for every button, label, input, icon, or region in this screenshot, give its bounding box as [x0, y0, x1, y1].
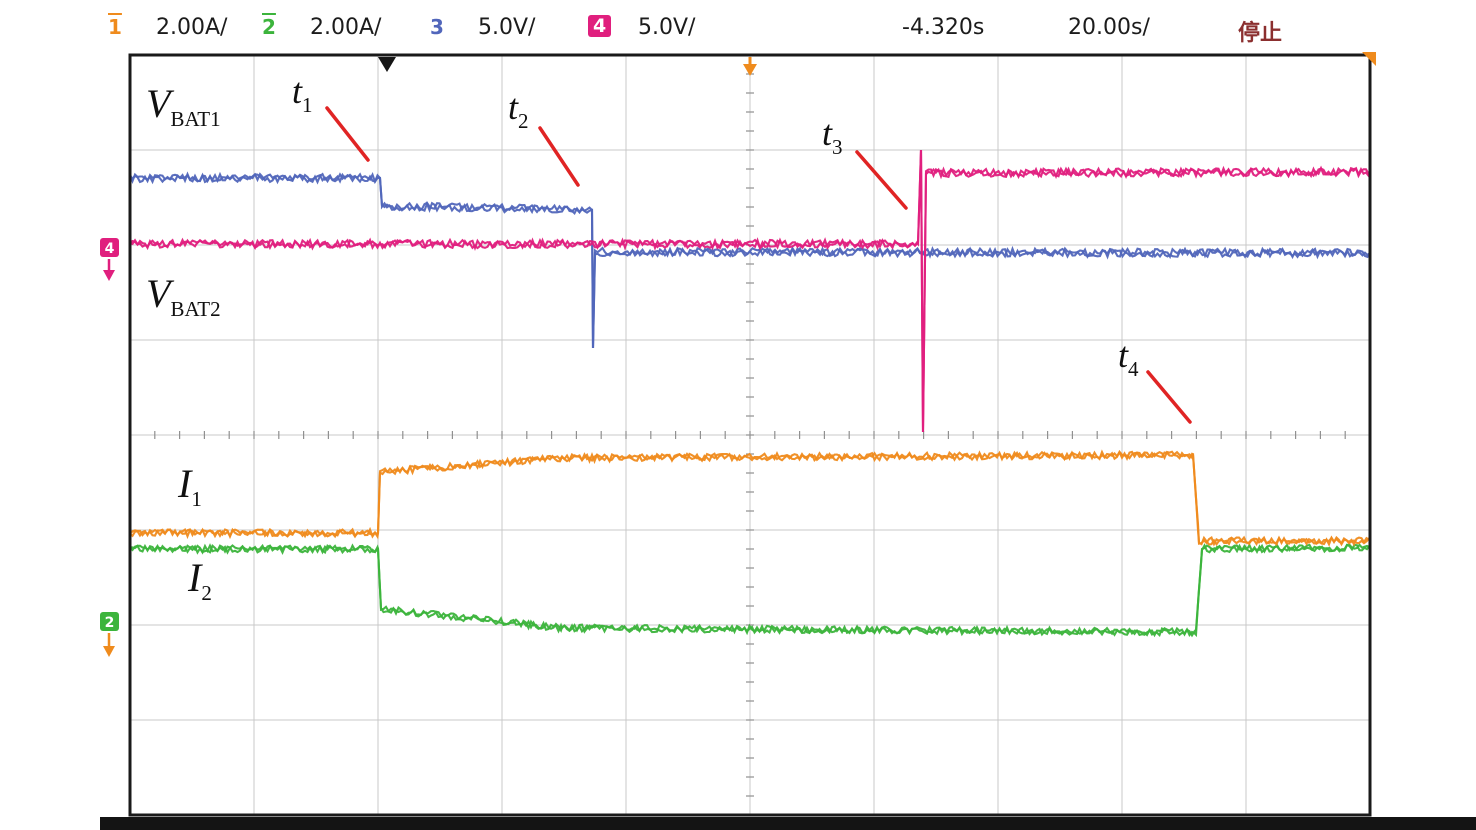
- label-vbat1-main: V: [146, 81, 171, 126]
- label-t1-main: t: [292, 71, 303, 111]
- t3-pointer-line: [855, 150, 908, 210]
- label-i1-sub: 1: [191, 487, 202, 511]
- label-i1-main: I: [178, 461, 192, 506]
- trigger-position-marker: [743, 57, 757, 76]
- ch4-ground-marker: 4: [100, 238, 119, 281]
- label-t2-sub: 2: [518, 109, 529, 133]
- label-i2: I2: [188, 554, 212, 605]
- corner-trigger-icon: [1358, 48, 1376, 66]
- label-t1-sub: 1: [302, 93, 313, 117]
- label-vbat2: VBAT2: [146, 270, 221, 321]
- t1-pointer-line: [325, 106, 370, 162]
- channel2-marker: 2: [262, 15, 276, 39]
- label-vbat1: VBAT1: [146, 80, 221, 131]
- label-t1: t1: [292, 70, 313, 117]
- channel3-marker: 3: [430, 15, 444, 39]
- ch4-ground-label: 4: [105, 241, 115, 257]
- channel3-scale: 5.0V/: [478, 15, 536, 40]
- label-t2: t2: [508, 86, 529, 133]
- label-t4: t4: [1118, 334, 1139, 381]
- label-vbat1-sub: BAT1: [170, 107, 221, 131]
- trigger-time-marker: [378, 57, 396, 72]
- label-i2-sub: 2: [201, 581, 212, 605]
- label-t2-main: t: [508, 87, 519, 127]
- trace-I1: [129, 449, 1371, 547]
- trace-I2: [129, 543, 1372, 638]
- trace-V_BAT2: [129, 149, 1371, 433]
- channel1-scale: 2.00A/: [156, 15, 228, 40]
- label-i1: I1: [178, 460, 202, 511]
- run-state: 停止: [1238, 21, 1283, 46]
- waveforms: [129, 149, 1372, 638]
- channel2-scale: 2.00A/: [310, 15, 382, 40]
- label-t4-main: t: [1118, 335, 1129, 375]
- channel1-marker: 1: [108, 15, 122, 39]
- label-t3-sub: 3: [832, 135, 843, 159]
- label-t3-main: t: [822, 113, 833, 153]
- plot-border: [128, 53, 1372, 817]
- time-offset: -4.320s: [902, 15, 985, 40]
- status-bar: 1 2.00A/ 2 2.00A/ 3 5.0V/ 4 5.0V/ -4.320…: [0, 0, 1476, 52]
- t4-pointer-line: [1146, 370, 1192, 424]
- channel4-marker: 4: [588, 15, 612, 37]
- trace-I2: [129, 543, 1371, 638]
- trace-V_BAT1: [129, 171, 1371, 349]
- timebase-scale: 20.00s/: [1068, 15, 1150, 40]
- label-t3: t3: [822, 112, 843, 159]
- label-vbat2-main: V: [146, 271, 171, 316]
- ch2-ground-label: 2: [105, 615, 115, 631]
- label-vbat2-sub: BAT2: [170, 297, 221, 321]
- ch1-ground-arrow: [103, 633, 115, 657]
- label-i2-main: I: [188, 555, 202, 600]
- trace-V_BAT2: [129, 149, 1371, 433]
- bottom-bezel: [100, 817, 1476, 830]
- t2-pointer-line: [538, 126, 580, 187]
- trace-I1: [129, 450, 1371, 547]
- channel4-scale: 5.0V/: [638, 15, 696, 40]
- label-t4-sub: 4: [1128, 357, 1139, 381]
- ch2-ground-marker: 2: [100, 612, 119, 631]
